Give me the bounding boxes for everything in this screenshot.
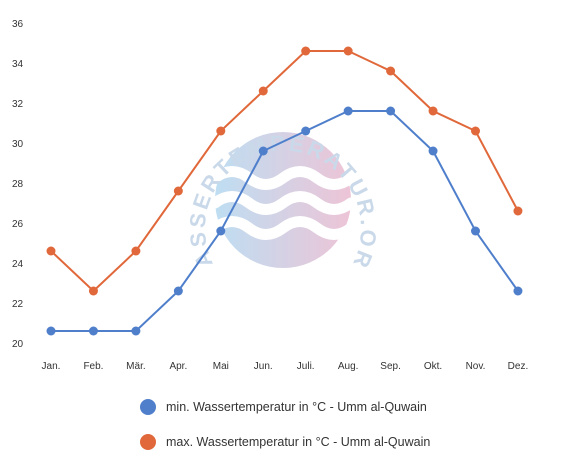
- y-tick-label: 34: [12, 59, 24, 70]
- legend-label-min: min. Wassertemperatur in °C - Umm al-Quw…: [166, 400, 427, 414]
- data-point[interactable]: [46, 246, 56, 256]
- legend-item-min[interactable]: min. Wassertemperatur in °C - Umm al-Quw…: [140, 399, 427, 415]
- series-max: [46, 46, 523, 296]
- data-point[interactable]: [428, 146, 438, 156]
- data-point[interactable]: [513, 286, 523, 296]
- data-point[interactable]: [131, 246, 141, 256]
- legend-marker-min: [140, 399, 156, 415]
- data-point[interactable]: [386, 66, 396, 76]
- y-tick-label: 32: [12, 99, 24, 110]
- legend-label-max: max. Wassertemperatur in °C - Umm al-Quw…: [166, 435, 431, 449]
- x-tick-label: Dez.: [508, 361, 529, 372]
- data-point[interactable]: [258, 146, 268, 156]
- data-point[interactable]: [173, 286, 183, 296]
- data-point[interactable]: [46, 326, 56, 336]
- x-axis: Jan. Feb. Mär. Apr. Mai Jun. Juli. Aug. Sep. Okt.…: [42, 361, 529, 372]
- data-point[interactable]: [88, 286, 98, 296]
- series-layer: [46, 46, 523, 336]
- y-tick-label: 30: [12, 139, 24, 150]
- y-tick-label: 26: [12, 219, 24, 230]
- x-tick-label: Mär.: [126, 361, 145, 372]
- x-tick-label: Feb.: [83, 361, 103, 372]
- data-point[interactable]: [386, 106, 396, 116]
- series-min: [46, 106, 523, 336]
- x-tick-label: Aug.: [338, 361, 359, 372]
- data-point[interactable]: [301, 46, 311, 56]
- y-tick-label: 36: [12, 19, 24, 30]
- series-line: [51, 110, 519, 332]
- x-tick-label: Jun.: [254, 361, 273, 372]
- x-tick-label: Nov.: [466, 361, 486, 372]
- series-line: [50, 50, 519, 293]
- x-tick-label: Jan.: [42, 361, 61, 372]
- data-point[interactable]: [173, 186, 183, 196]
- y-tick-label: 20: [12, 339, 24, 350]
- data-point[interactable]: [216, 226, 226, 236]
- data-point[interactable]: [471, 226, 480, 236]
- y-tick-label: 24: [12, 259, 24, 270]
- data-point[interactable]: [216, 126, 226, 136]
- data-point[interactable]: [513, 206, 523, 216]
- data-point[interactable]: [258, 86, 268, 96]
- x-tick-label: Juli.: [297, 361, 315, 372]
- data-point[interactable]: [301, 126, 311, 136]
- data-point[interactable]: [343, 106, 353, 116]
- x-tick-label: Apr.: [169, 361, 187, 372]
- x-tick-label: Mai: [213, 361, 229, 372]
- y-axis: 36 34 32 30 28 26 24 22 20: [12, 19, 24, 350]
- x-tick-label: Sep.: [380, 361, 401, 372]
- y-tick-label: 28: [12, 179, 24, 190]
- data-point[interactable]: [88, 326, 98, 336]
- data-point[interactable]: [428, 106, 438, 116]
- data-point[interactable]: [131, 326, 141, 336]
- y-tick-label: 22: [12, 299, 24, 310]
- x-tick-label: Okt.: [424, 361, 442, 372]
- watermark-logo: WASSERTEMPERATUR.ORG: [0, 0, 378, 274]
- legend-item-max[interactable]: max. Wassertemperatur in °C - Umm al-Quw…: [140, 434, 430, 450]
- legend-marker-max: [140, 434, 156, 450]
- data-point[interactable]: [343, 46, 353, 56]
- data-point[interactable]: [471, 126, 480, 136]
